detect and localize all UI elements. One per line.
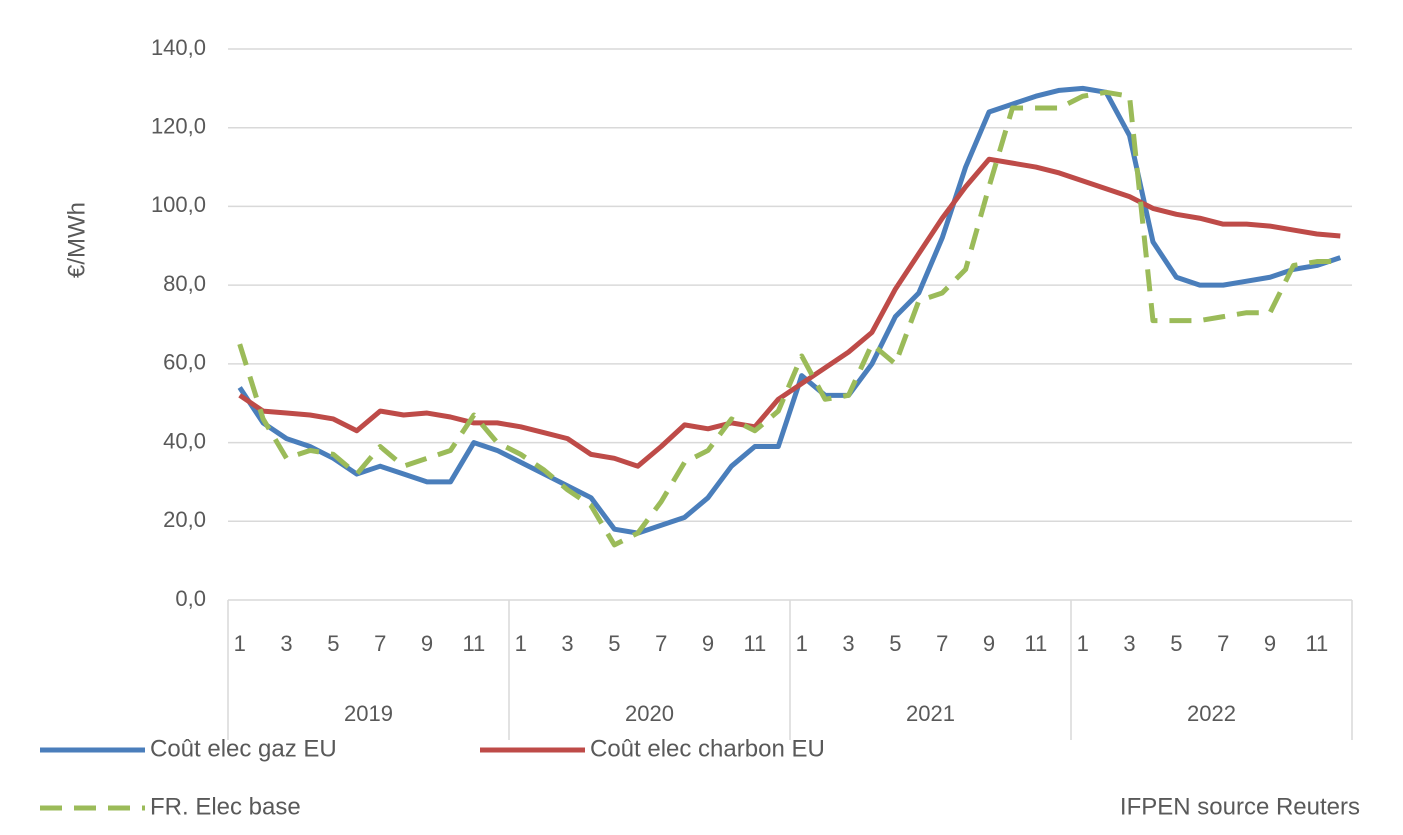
y-tick-label: 140,0 (151, 35, 206, 60)
x-tick-label: 7 (1217, 631, 1229, 656)
legend-label: Coût elec charbon EU (590, 735, 825, 762)
x-tick-label: 5 (608, 631, 620, 656)
x-tick-label: 9 (421, 631, 433, 656)
y-tick-label: 120,0 (151, 114, 206, 139)
source: IFPEN source Reuters (1120, 793, 1360, 820)
x-tick-label: 5 (1170, 631, 1182, 656)
x-tick-label: 1 (234, 631, 246, 656)
x-tick-label: 5 (889, 631, 901, 656)
y-tick-label: 60,0 (163, 350, 206, 375)
x-tick-label: 3 (561, 631, 573, 656)
x-tick-label: 3 (1123, 631, 1135, 656)
x-tick-label: 3 (280, 631, 292, 656)
x-tick-label: 11 (1305, 631, 1328, 656)
series-line (238, 156, 1341, 469)
legend-label: FR. Elec base (150, 793, 301, 820)
y-tick-label: 0,0 (175, 586, 206, 611)
x-tick-label: 1 (1077, 631, 1089, 656)
series-line (237, 85, 1342, 536)
x-tick-label: 3 (842, 631, 854, 656)
year-label: 2019 (344, 701, 393, 726)
x-tick-label: 9 (1264, 631, 1276, 656)
x-tick-label: 11 (743, 631, 766, 656)
year-label: 2021 (906, 701, 955, 726)
series-line (237, 89, 1341, 548)
y-tick-label: 20,0 (163, 507, 206, 532)
legend-label: Coût elec gaz EU (150, 735, 337, 762)
x-tick-label: 9 (983, 631, 995, 656)
year-label: 2020 (625, 701, 674, 726)
x-tick-label: 11 (1024, 631, 1047, 656)
x-tick-label: 1 (515, 631, 527, 656)
x-tick-label: 7 (655, 631, 667, 656)
y-tick-label: 80,0 (163, 271, 206, 296)
x-tick-label: 7 (374, 631, 386, 656)
y-tick-label: 100,0 (151, 192, 206, 217)
y-tick-label: 40,0 (163, 428, 206, 453)
year-label: 2022 (1187, 701, 1236, 726)
x-tick-label: 9 (702, 631, 714, 656)
x-tick-label: 7 (936, 631, 948, 656)
y-axis-label: €/MWh (63, 202, 90, 278)
x-tick-label: 1 (796, 631, 808, 656)
x-tick-label: 5 (327, 631, 339, 656)
x-tick-label: 11 (462, 631, 485, 656)
